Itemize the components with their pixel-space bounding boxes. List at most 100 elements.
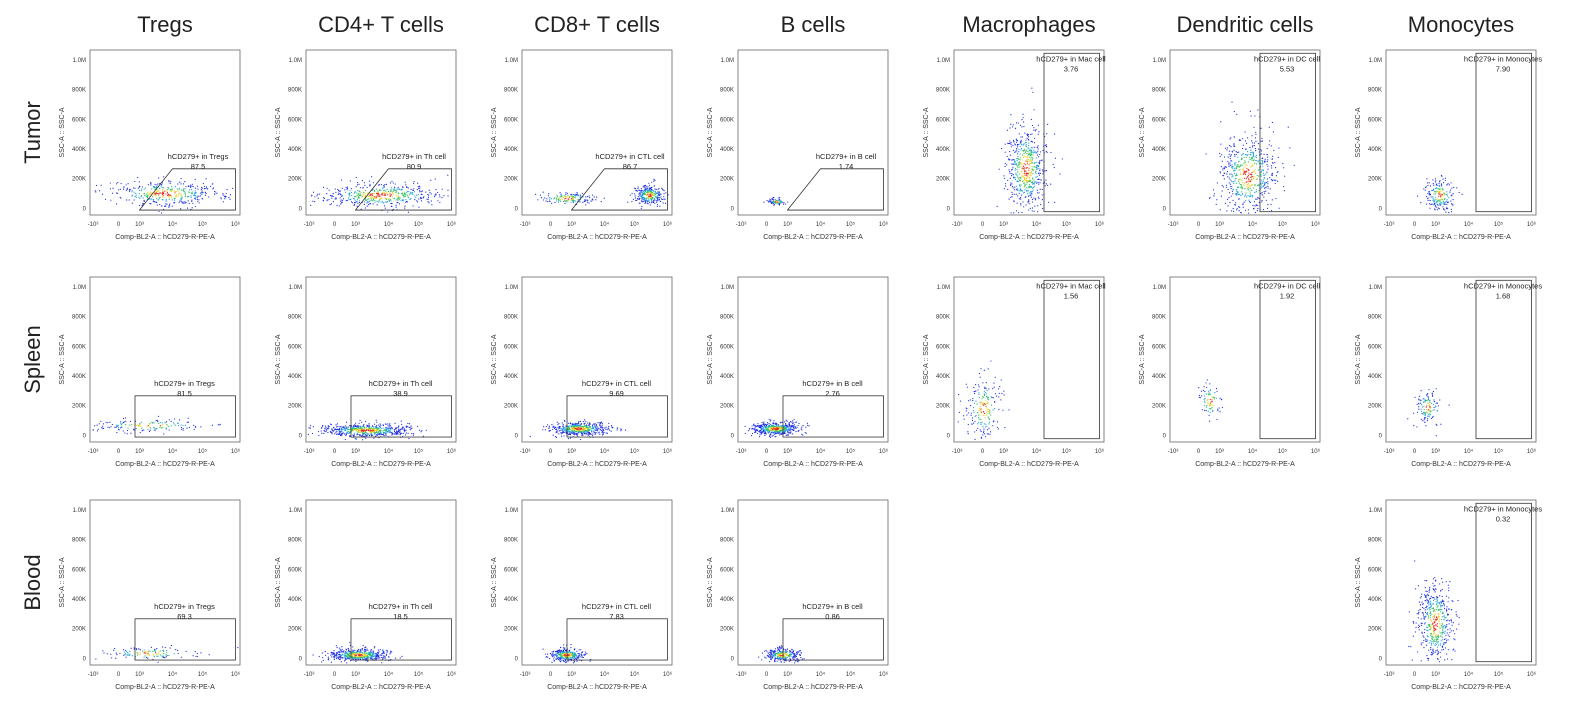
event-dot	[1446, 207, 1449, 210]
event-dot	[393, 429, 395, 431]
event-dot	[127, 183, 129, 185]
event-dot	[353, 425, 355, 427]
event-dot	[182, 427, 184, 430]
event-dot	[317, 197, 319, 199]
event-dot	[197, 188, 199, 190]
event-dot	[1206, 399, 1208, 401]
event-dot	[1017, 166, 1019, 169]
event-dot	[1249, 162, 1251, 164]
event-dot	[793, 429, 795, 431]
event-dot	[1262, 180, 1264, 183]
event-dot	[601, 423, 604, 425]
event-dot	[1222, 167, 1224, 169]
event-dot	[754, 429, 756, 431]
event-dot	[332, 195, 334, 198]
event-dot	[991, 397, 993, 399]
event-dot	[380, 184, 383, 186]
event-dot	[775, 430, 777, 432]
event-dot	[1235, 202, 1237, 204]
event-dot	[392, 193, 395, 195]
event-dot	[370, 429, 372, 432]
event-dot	[158, 422, 160, 425]
event-dot	[1441, 184, 1443, 186]
event-dot	[1254, 192, 1256, 194]
event-dot	[973, 411, 975, 413]
event-dot	[198, 202, 200, 204]
event-dot	[576, 425, 578, 428]
event-dot	[375, 427, 377, 430]
event-dot	[1025, 187, 1027, 189]
event-dot	[1037, 167, 1039, 169]
event-dot	[595, 423, 597, 426]
event-dot	[353, 435, 355, 437]
event-dot	[1233, 149, 1235, 151]
event-dot	[156, 193, 159, 195]
event-dot	[789, 429, 791, 431]
event-dot	[122, 422, 124, 424]
event-dot	[653, 193, 655, 195]
event-dot	[644, 199, 646, 201]
event-dot	[967, 431, 969, 433]
event-dot	[161, 199, 163, 201]
event-dot	[656, 192, 658, 194]
event-dot	[1239, 169, 1241, 171]
event-dot	[1435, 201, 1437, 203]
event-dot	[166, 203, 168, 205]
event-dot	[366, 434, 368, 437]
event-dot	[404, 434, 407, 436]
event-dot	[343, 427, 346, 429]
event-dot	[1037, 205, 1039, 207]
event-dot	[120, 426, 123, 428]
event-dot	[1018, 133, 1020, 135]
event-dot	[1022, 192, 1025, 194]
event-dot	[376, 204, 378, 206]
event-dot	[1238, 210, 1240, 212]
event-dot	[791, 421, 793, 423]
event-dot	[1017, 155, 1019, 158]
y-axis-label: SSC-A :: SSC-A	[59, 334, 66, 385]
event-dot	[1252, 187, 1254, 189]
event-dot	[1277, 180, 1279, 182]
event-dot	[194, 205, 196, 208]
event-dot	[117, 424, 119, 426]
event-dot	[986, 397, 989, 399]
event-dot	[1231, 150, 1233, 152]
event-dot	[1020, 176, 1022, 178]
event-dot	[387, 211, 389, 213]
event-dot	[171, 189, 173, 191]
event-dot	[793, 427, 795, 430]
event-dot	[556, 421, 558, 423]
event-dot	[771, 435, 773, 437]
event-dot	[180, 426, 182, 429]
event-dot	[100, 184, 102, 186]
event-dot	[974, 431, 976, 433]
event-dot	[343, 428, 346, 430]
event-dot	[372, 429, 374, 432]
event-dot	[788, 424, 790, 427]
x-tick-label: 10⁴	[384, 221, 394, 228]
event-dot	[1209, 383, 1211, 385]
event-dot	[579, 425, 581, 427]
event-dot	[339, 190, 342, 192]
event-dot	[1006, 129, 1009, 131]
event-dot	[1016, 122, 1018, 124]
event-dot	[367, 433, 369, 435]
x-tick-label: -10³	[952, 222, 963, 228]
event-dot	[1251, 146, 1253, 148]
event-dot	[646, 188, 648, 190]
event-dot	[361, 429, 363, 431]
event-dot	[1243, 162, 1245, 164]
event-dot	[1026, 167, 1028, 169]
event-dot	[788, 423, 790, 425]
event-dot	[366, 424, 368, 426]
event-dot	[1287, 126, 1289, 128]
event-dot	[1451, 202, 1453, 205]
event-dot	[1444, 177, 1446, 179]
event-dot	[1037, 165, 1040, 168]
event-dot	[178, 201, 180, 203]
x-tick-label: 10⁵	[630, 221, 640, 228]
event-dot	[1038, 172, 1040, 174]
event-dot	[410, 425, 412, 427]
